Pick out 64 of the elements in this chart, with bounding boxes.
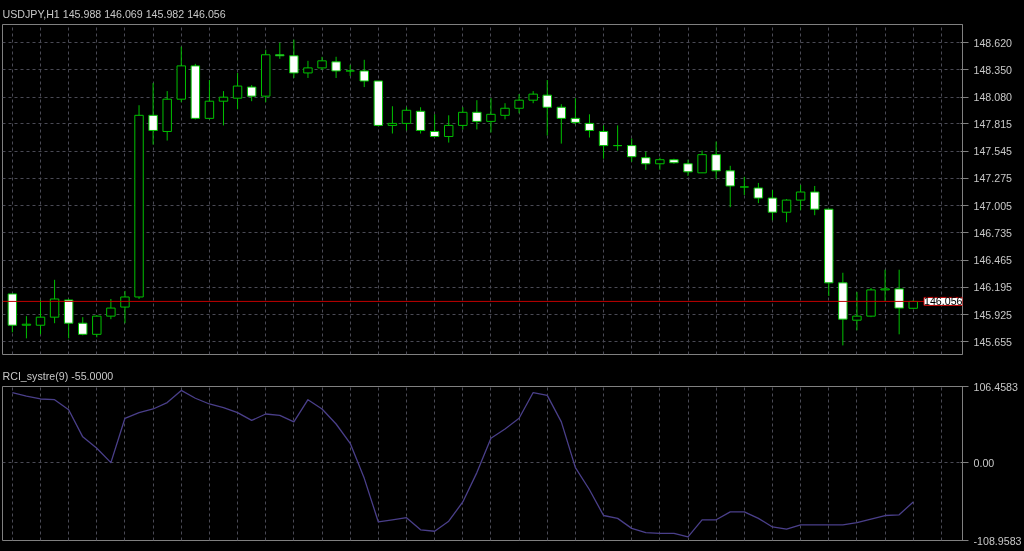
candlestick bbox=[35, 299, 46, 335]
y-tick-label: 146.465 bbox=[973, 254, 1013, 267]
y-tick-label: 145.655 bbox=[973, 335, 1013, 348]
candlestick bbox=[204, 79, 215, 120]
y-tick-label: 148.620 bbox=[973, 36, 1013, 49]
candlestick bbox=[753, 182, 764, 204]
candlestick bbox=[570, 97, 581, 125]
y-tick-label: 147.545 bbox=[973, 145, 1013, 158]
candlestick bbox=[894, 269, 904, 335]
candlestick bbox=[49, 279, 60, 324]
candlestick bbox=[21, 315, 32, 339]
candlestick bbox=[626, 138, 637, 163]
candlestick bbox=[331, 56, 341, 79]
y-tick-label: 147.815 bbox=[973, 117, 1013, 130]
candlestick bbox=[289, 39, 299, 79]
candlestick bbox=[303, 60, 313, 79]
candlestick bbox=[852, 291, 862, 331]
candlestick bbox=[809, 185, 820, 216]
candlestick bbox=[429, 113, 440, 138]
candlestick bbox=[232, 72, 243, 110]
line-series bbox=[11, 389, 914, 538]
candlestick bbox=[598, 124, 609, 160]
candlestick bbox=[711, 141, 721, 180]
chart-title: RCI_systre(9) -55.0000 bbox=[2, 369, 114, 382]
ref-line-label: 146.056 bbox=[923, 295, 963, 308]
candlestick bbox=[781, 198, 792, 223]
y-tick-label: 145.925 bbox=[973, 308, 1013, 321]
candlestick bbox=[148, 82, 158, 146]
candlestick bbox=[92, 314, 102, 338]
candlestick bbox=[415, 106, 426, 134]
y-tick-label: 147.275 bbox=[973, 172, 1013, 185]
candlestick bbox=[795, 184, 806, 211]
y-tick-label: 147.005 bbox=[973, 199, 1013, 212]
candlestick bbox=[500, 102, 510, 120]
candlestick bbox=[697, 150, 707, 174]
candlestick bbox=[542, 79, 552, 137]
candlestick bbox=[63, 298, 74, 339]
candlestick bbox=[641, 151, 651, 171]
candlestick bbox=[767, 189, 778, 221]
candlestick bbox=[725, 165, 735, 208]
candlestick bbox=[387, 105, 398, 134]
y-tick-label: 146.195 bbox=[973, 281, 1013, 294]
y-tick-label: 148.350 bbox=[973, 63, 1013, 76]
candlestick bbox=[655, 157, 665, 171]
candlestick bbox=[458, 106, 468, 130]
y-tick-label: 146.735 bbox=[973, 226, 1013, 239]
y-tick-label: -108.9583 bbox=[973, 534, 1022, 547]
candlestick bbox=[401, 106, 412, 131]
candlestick bbox=[514, 93, 524, 114]
y-tick-label: 0.00 bbox=[973, 456, 995, 469]
candlestick bbox=[218, 90, 229, 126]
candlestick bbox=[739, 176, 750, 196]
y-tick-label: 106.4583 bbox=[973, 380, 1019, 393]
candlestick bbox=[443, 114, 454, 144]
candlestick bbox=[106, 298, 116, 320]
candlestick bbox=[120, 290, 130, 324]
candlestick bbox=[584, 113, 595, 139]
chart-title: USDJPY,H1 145.988 146.069 145.982 146.056 bbox=[2, 7, 226, 20]
candlestick bbox=[880, 269, 890, 302]
candlestick bbox=[472, 99, 482, 130]
candlestick bbox=[486, 97, 496, 133]
candlestick bbox=[359, 59, 369, 88]
y-tick-label: 148.080 bbox=[973, 91, 1013, 104]
candlestick bbox=[556, 103, 567, 145]
